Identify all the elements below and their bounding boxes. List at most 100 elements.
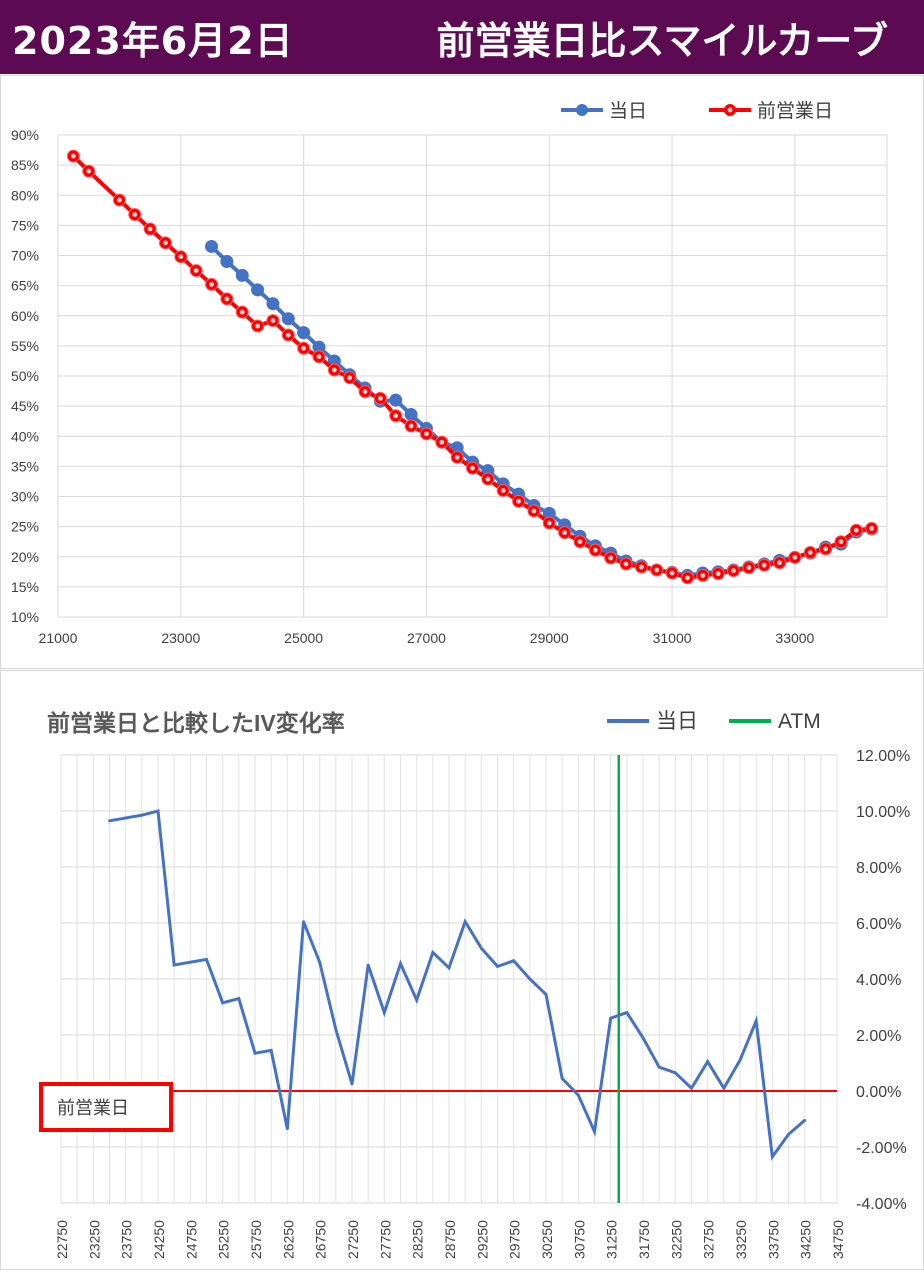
zero-label-box bbox=[39, 1082, 173, 1132]
data-point-prev-center bbox=[347, 375, 353, 381]
y-tick-label: 65% bbox=[11, 278, 39, 294]
data-point-prev-center bbox=[470, 465, 475, 471]
x-tick-label: 31000 bbox=[653, 630, 692, 646]
data-point-today bbox=[657, 1065, 661, 1069]
data-point-prev-center bbox=[178, 254, 184, 260]
data-point-today bbox=[237, 997, 241, 1000]
x-tick-label: 34750 bbox=[830, 1220, 846, 1259]
data-point-today bbox=[382, 1011, 386, 1014]
y-tick-label: 10.00% bbox=[856, 804, 910, 821]
data-point-prev-center bbox=[316, 354, 322, 360]
data-point-prev-center bbox=[700, 573, 706, 578]
data-point-today bbox=[205, 239, 219, 253]
x-tick-label: 24750 bbox=[183, 1220, 199, 1259]
y-tick-label: 8.00% bbox=[856, 860, 901, 877]
smile-curve-panel: 90% 85% 80% 75% 70% 65% 60% 55% 50% 45% 40% 35% 30% 2… bbox=[0, 75, 924, 669]
data-point-prev-center bbox=[516, 498, 521, 504]
data-point-today bbox=[302, 920, 305, 923]
y-tick-label: 50% bbox=[11, 368, 39, 384]
x-tick-label: 27750 bbox=[377, 1220, 393, 1259]
data-point-today bbox=[366, 963, 370, 967]
data-point-prev-center bbox=[546, 520, 552, 526]
data-point-today bbox=[172, 963, 176, 967]
series-line-today bbox=[210, 245, 873, 578]
data-point-today bbox=[479, 946, 483, 950]
y-tick-label: 2.00% bbox=[856, 1028, 901, 1045]
x-tick-label: 23250 bbox=[86, 1220, 102, 1259]
data-point-prev-center bbox=[209, 282, 214, 287]
data-point-today bbox=[389, 393, 403, 407]
series-line-prev bbox=[71, 154, 872, 580]
data-point-today bbox=[297, 326, 311, 340]
data-point-prev-center bbox=[608, 555, 614, 561]
y-tick-label: 0.00% bbox=[856, 1084, 901, 1101]
data-point-prev-center bbox=[654, 567, 660, 573]
data-point-prev-center bbox=[117, 197, 122, 203]
data-point-today bbox=[706, 1060, 710, 1063]
data-point-prev-center bbox=[132, 212, 138, 217]
y-tick-label: 30% bbox=[11, 489, 39, 505]
legend-marker bbox=[576, 104, 588, 116]
data-point-today bbox=[221, 1001, 225, 1005]
x-tick-label: 28250 bbox=[410, 1220, 426, 1259]
data-point-prev-center bbox=[255, 323, 260, 329]
data-point-prev-center bbox=[562, 530, 568, 536]
data-point-prev-center bbox=[577, 539, 583, 545]
data-point-prev-center bbox=[777, 560, 782, 566]
smile-curve-chart: 90% 85% 80% 75% 70% 65% 60% 55% 50% 45% 40% 35% 30% 2… bbox=[11, 100, 888, 646]
data-point-prev-center bbox=[163, 240, 168, 246]
data-point-prev-center bbox=[807, 550, 813, 555]
data-point-today bbox=[140, 813, 144, 817]
data-point-prev-center bbox=[746, 565, 752, 570]
data-point-today bbox=[609, 1016, 613, 1020]
data-point-prev-center bbox=[792, 554, 798, 560]
data-point-prev-center bbox=[823, 546, 828, 552]
data-point-prev-center bbox=[761, 562, 767, 568]
y-tick-label: 10% bbox=[11, 609, 39, 625]
iv-change-chart: 前営業日と比較したIV変化率 12.00% 10.00% 8.00% 6.00% 4.00… bbox=[39, 710, 910, 1259]
legend-marker-center bbox=[727, 107, 733, 113]
y-tick-label: 70% bbox=[11, 248, 39, 264]
data-point-today bbox=[463, 920, 467, 923]
y-tick-label: 45% bbox=[11, 398, 39, 414]
y-tick-label: 4.00% bbox=[856, 972, 901, 989]
y-tick-label: 40% bbox=[11, 428, 39, 444]
legend-label: 当日 bbox=[656, 710, 698, 733]
y-tick-label: 35% bbox=[11, 458, 39, 474]
data-point-today bbox=[496, 965, 499, 968]
data-point-today bbox=[350, 1082, 354, 1086]
data-point-today bbox=[327, 354, 341, 368]
y-tick-label: 80% bbox=[11, 187, 39, 203]
data-point-prev-center bbox=[362, 389, 368, 395]
data-point-prev-center bbox=[86, 168, 92, 174]
x-tick-label: 30250 bbox=[539, 1220, 555, 1259]
data-point-today bbox=[188, 960, 192, 964]
x-tick-label: 32250 bbox=[668, 1220, 684, 1259]
data-point-prev-center bbox=[331, 367, 337, 373]
data-point-prev-center bbox=[623, 561, 629, 567]
data-point-today bbox=[235, 268, 249, 282]
data-point-today bbox=[251, 283, 265, 297]
data-point-today bbox=[318, 960, 322, 964]
data-point-prev-center bbox=[485, 476, 491, 482]
x-tick-label: 28750 bbox=[442, 1220, 458, 1259]
data-point-today bbox=[415, 998, 419, 1002]
data-point-today bbox=[787, 1133, 790, 1136]
data-point-today bbox=[312, 340, 326, 354]
x-tick-label: 25750 bbox=[248, 1220, 264, 1259]
x-tick-label: 31250 bbox=[604, 1220, 620, 1259]
data-point-today bbox=[205, 958, 208, 961]
y-tick-label: -2.00% bbox=[856, 1140, 907, 1157]
legend-label: 当日 bbox=[609, 100, 647, 122]
x-tick-label: 30750 bbox=[571, 1220, 587, 1259]
y-tick-label: 90% bbox=[11, 127, 39, 143]
x-tick-label: 26250 bbox=[280, 1220, 296, 1259]
data-point-today bbox=[542, 506, 556, 520]
data-point-prev-center bbox=[592, 547, 598, 553]
data-point-today bbox=[754, 1019, 758, 1023]
data-point-today bbox=[399, 962, 402, 965]
data-point-prev-center bbox=[685, 575, 690, 581]
data-point-today bbox=[253, 1051, 257, 1055]
data-point-today bbox=[512, 959, 516, 963]
data-point-prev-center bbox=[424, 431, 429, 437]
